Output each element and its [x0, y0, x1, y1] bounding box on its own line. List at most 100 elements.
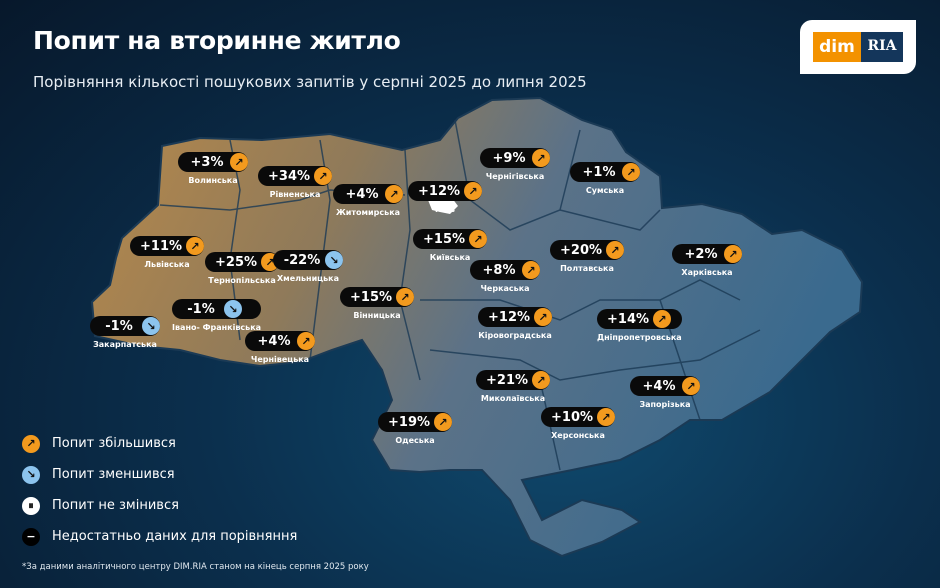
legend-label: Попит збільшився — [52, 436, 176, 451]
region-name: Полтавська — [560, 264, 614, 273]
region-label: +34% ↗ Рівненська — [258, 166, 333, 199]
region-value-pill: +14% ↗ — [597, 309, 682, 329]
region-value-pill: +4% ↗ — [333, 184, 403, 204]
region-name: Хмельницька — [277, 274, 339, 283]
region-name: Волинська — [188, 176, 238, 185]
region-label: +11% ↗ Львівська — [130, 236, 205, 269]
region-name: Запорізька — [639, 400, 691, 409]
region-value: +8% — [482, 262, 516, 278]
region-value: +21% — [486, 372, 529, 388]
legend: ↗ Попит збільшився ↘ Попит зменшився ⏸ Попи… — [22, 428, 297, 552]
region-label: -1% ↘ Івано- Франківська — [172, 299, 262, 332]
page-subtitle: Порівняння кількості пошукових запитів у… — [33, 73, 587, 91]
region-label: +15% ↗ Вінницька — [340, 287, 415, 320]
region-label: +14% ↗ Дніпропетровська — [597, 309, 682, 342]
legend-label: Попит зменшився — [52, 467, 175, 482]
arrow-up-right-icon: ↗ — [469, 230, 488, 248]
arrow-down-right-icon: ↘ — [325, 251, 343, 269]
legend-item-no-data: − Недостатньо даних для порівняння — [22, 521, 297, 552]
region-label: +3% ↗ Волинська — [178, 152, 248, 185]
region-label: +21% ↗ Миколаївська — [476, 370, 551, 403]
region-name: Миколаївська — [480, 394, 546, 403]
region-name: Тернопільська — [208, 276, 276, 285]
region-name: Харківська — [681, 268, 733, 277]
region-name: Закарпатська — [93, 340, 157, 349]
region-label: +1% ↗ Сумська — [570, 162, 640, 195]
region-value: +3% — [190, 154, 224, 170]
region-label: -1% ↘ Закарпатська — [90, 316, 160, 349]
arrow-up-right-icon: ↗ — [396, 288, 415, 306]
arrow-up-right-icon: ↗ — [385, 185, 403, 203]
region-name: Сумська — [585, 186, 625, 195]
legend-item-unchanged: ⏸ Попит не змінився — [22, 490, 297, 521]
region-name: Київська — [429, 253, 471, 262]
region-name: Львівська — [144, 260, 190, 269]
region-value: +34% — [268, 168, 311, 184]
region-name: Чернівецька — [250, 355, 310, 364]
legend-label: Недостатньо даних для порівняння — [52, 529, 298, 544]
region-value-pill: +12% ↗ — [478, 307, 553, 327]
region-label: +20% ↗ Полтавська — [550, 240, 625, 273]
region-name: Кіровоградська — [478, 331, 552, 340]
arrow-down-right-icon: ↘ — [22, 465, 40, 484]
legend-item-decrease: ↘ Попит зменшився — [22, 459, 297, 490]
region-name: Черкаська — [480, 284, 530, 293]
region-name: Одеська — [395, 436, 435, 445]
arrow-up-right-icon: ↗ — [434, 413, 453, 431]
region-value-pill: +25% ↗ — [205, 252, 280, 272]
arrow-up-right-icon: ↗ — [186, 237, 205, 255]
region-name: Рівненська — [269, 190, 321, 199]
region-value: -22% — [283, 252, 321, 268]
region-label: +12% ↗ Київ — [408, 181, 483, 214]
logo-ria: RIA — [861, 32, 903, 62]
region-value: +4% — [257, 333, 291, 349]
region-value: +2% — [684, 246, 718, 262]
dim-ria-logo[interactable]: dim RIA — [800, 20, 916, 74]
arrow-up-right-icon: ↗ — [606, 241, 625, 259]
region-value-pill: +3% ↗ — [178, 152, 248, 172]
arrow-up-right-icon: ↗ — [682, 377, 700, 395]
region-value-pill: +8% ↗ — [470, 260, 540, 280]
legend-label: Попит не змінився — [52, 498, 179, 513]
region-value-pill: +11% ↗ — [130, 236, 205, 256]
region-value: +25% — [215, 254, 258, 270]
region-label: +4% ↗ Запорізька — [630, 376, 700, 409]
region-value: +10% — [551, 409, 594, 425]
minus-icon: − — [22, 527, 40, 546]
page-title: Попит на вторинне житло — [33, 26, 401, 55]
region-value-pill: +15% ↗ — [413, 229, 488, 249]
region-value-pill: +9% ↗ — [480, 148, 550, 168]
map-outline — [90, 96, 864, 558]
region-value: +1% — [582, 164, 616, 180]
region-label: +4% ↗ Житомирська — [333, 184, 403, 217]
region-label: -22% ↘ Хмельницька — [273, 250, 343, 283]
region-value-pill: +2% ↗ — [672, 244, 742, 264]
arrow-up-right-icon: ↗ — [22, 434, 40, 453]
arrow-up-right-icon: ↗ — [622, 163, 640, 181]
region-name: Вінницька — [353, 311, 401, 320]
region-value: +19% — [388, 414, 431, 430]
region-value-pill: +4% ↗ — [245, 331, 315, 351]
arrow-up-right-icon: ↗ — [522, 261, 540, 279]
region-value-pill: +1% ↗ — [570, 162, 640, 182]
region-value: +12% — [418, 183, 461, 199]
region-label: +9% ↗ Чернігівська — [480, 148, 550, 181]
region-name: Дніпропетровська — [597, 333, 682, 342]
region-value-pill: +12% ↗ — [408, 181, 483, 201]
region-label: +2% ↗ Харківська — [672, 244, 742, 277]
pause-icon: ⏸ — [22, 496, 40, 515]
region-value-pill: -22% ↘ — [273, 250, 343, 270]
region-value-pill: -1% ↘ — [172, 299, 262, 319]
region-value: -1% — [105, 318, 133, 334]
legend-item-increase: ↗ Попит збільшився — [22, 428, 297, 459]
region-value: -1% — [187, 301, 215, 317]
region-label: +12% ↗ Кіровоградська — [478, 307, 553, 340]
logo-dim: dim — [813, 32, 861, 62]
region-name: Чернігівська — [485, 172, 545, 181]
region-value-pill: +4% ↗ — [630, 376, 700, 396]
arrow-up-right-icon: ↗ — [653, 310, 672, 328]
arrow-up-right-icon: ↗ — [464, 182, 483, 200]
region-value: +4% — [642, 378, 676, 394]
region-name: Івано- Франківська — [172, 323, 262, 332]
region-label: +19% ↗ Одеська — [378, 412, 453, 445]
